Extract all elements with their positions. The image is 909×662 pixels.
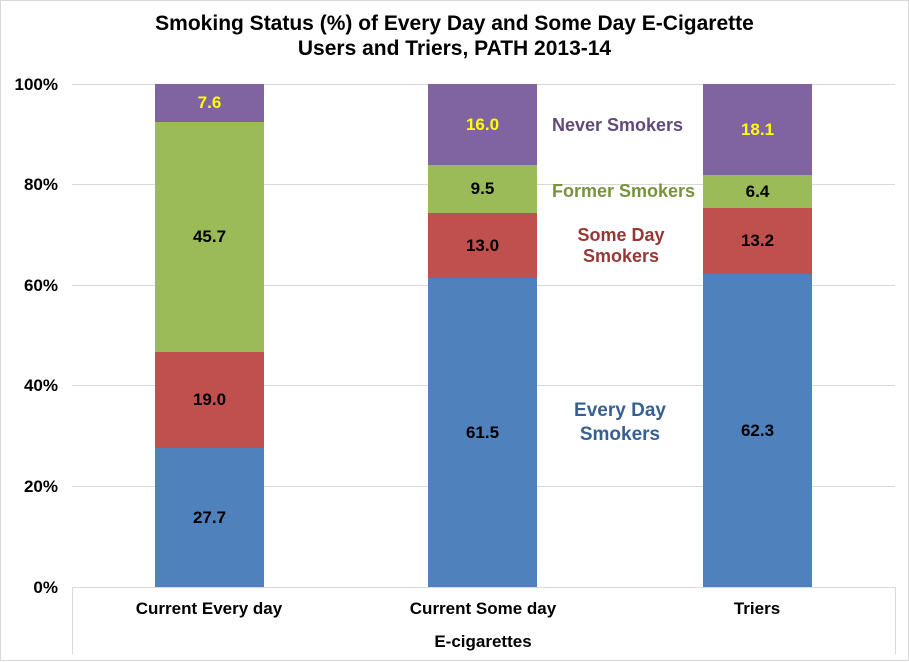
segment-never-smokers: 16.0 [428,84,537,165]
annotation-former-smokers: Former Smokers [551,181,696,201]
value-label: 62.3 [740,420,775,440]
value-label: 9.5 [470,179,495,198]
value-label: 27.7 [192,507,227,527]
y-tick-100: 100% [14,75,58,94]
value-label: 19.0 [192,390,227,409]
segment-some-day-smokers: 13.0 [428,213,537,278]
x-axis-title: E-cigarettes [434,632,532,651]
x-label-current-some-day: Current Some day [409,599,557,618]
annotation-line: Smokers [579,424,661,445]
y-tick-40: 40% [23,376,58,395]
segment-former-smokers: 9.5 [428,165,537,213]
segment-some-day-smokers: 19.0 [155,352,264,448]
y-tick-0: 0% [33,578,58,597]
annotation-never-smokers: Never Smokers [551,115,684,135]
bar-current-every-day: 27.7 19.0 45.7 7.6 [155,84,264,587]
value-label: 61.5 [465,422,500,442]
chart-title: Smoking Status (%) of Every Day and Some… [0,11,909,61]
annotation-line: Some Day [577,225,665,245]
chart-title-line-2: Users and Triers, PATH 2013-14 [297,37,612,60]
value-label: 16.0 [465,114,500,134]
segment-some-day-smokers: 13.2 [703,208,812,274]
chart-title-line-1: Smoking Status (%) of Every Day and Some… [155,12,754,35]
category-axis [72,587,896,654]
annotation-line: Every Day [574,400,666,421]
value-label: 18.1 [740,119,775,139]
segment-never-smokers: 18.1 [703,84,812,175]
value-label: 13.2 [740,231,775,250]
segment-every-day-smokers: 62.3 [703,274,812,587]
x-label-triers: Triers [733,599,781,618]
bar-triers: 62.3 13.2 6.4 18.1 [703,84,812,587]
x-label-current-every-day: Current Every day [135,599,283,618]
segment-every-day-smokers: 27.7 [155,448,264,587]
segment-never-smokers: 7.6 [155,84,264,122]
y-tick-60: 60% [23,276,58,295]
y-tick-80: 80% [23,175,58,194]
value-label: 7.6 [197,93,222,112]
segment-former-smokers: 45.7 [155,122,264,352]
annotation-every-day-smokers: Every Day Smokers [550,399,690,447]
value-label: 6.4 [745,181,770,201]
y-tick-20: 20% [23,477,58,496]
bar-current-some-day: 61.5 13.0 9.5 16.0 [428,84,537,587]
value-label: 45.7 [192,227,227,246]
annotation-line: Smokers [582,246,660,266]
value-label: 13.0 [465,235,500,255]
annotation-some-day-smokers: Some Day Smokers [556,225,686,267]
segment-former-smokers: 6.4 [703,175,812,208]
segment-every-day-smokers: 61.5 [428,278,537,587]
